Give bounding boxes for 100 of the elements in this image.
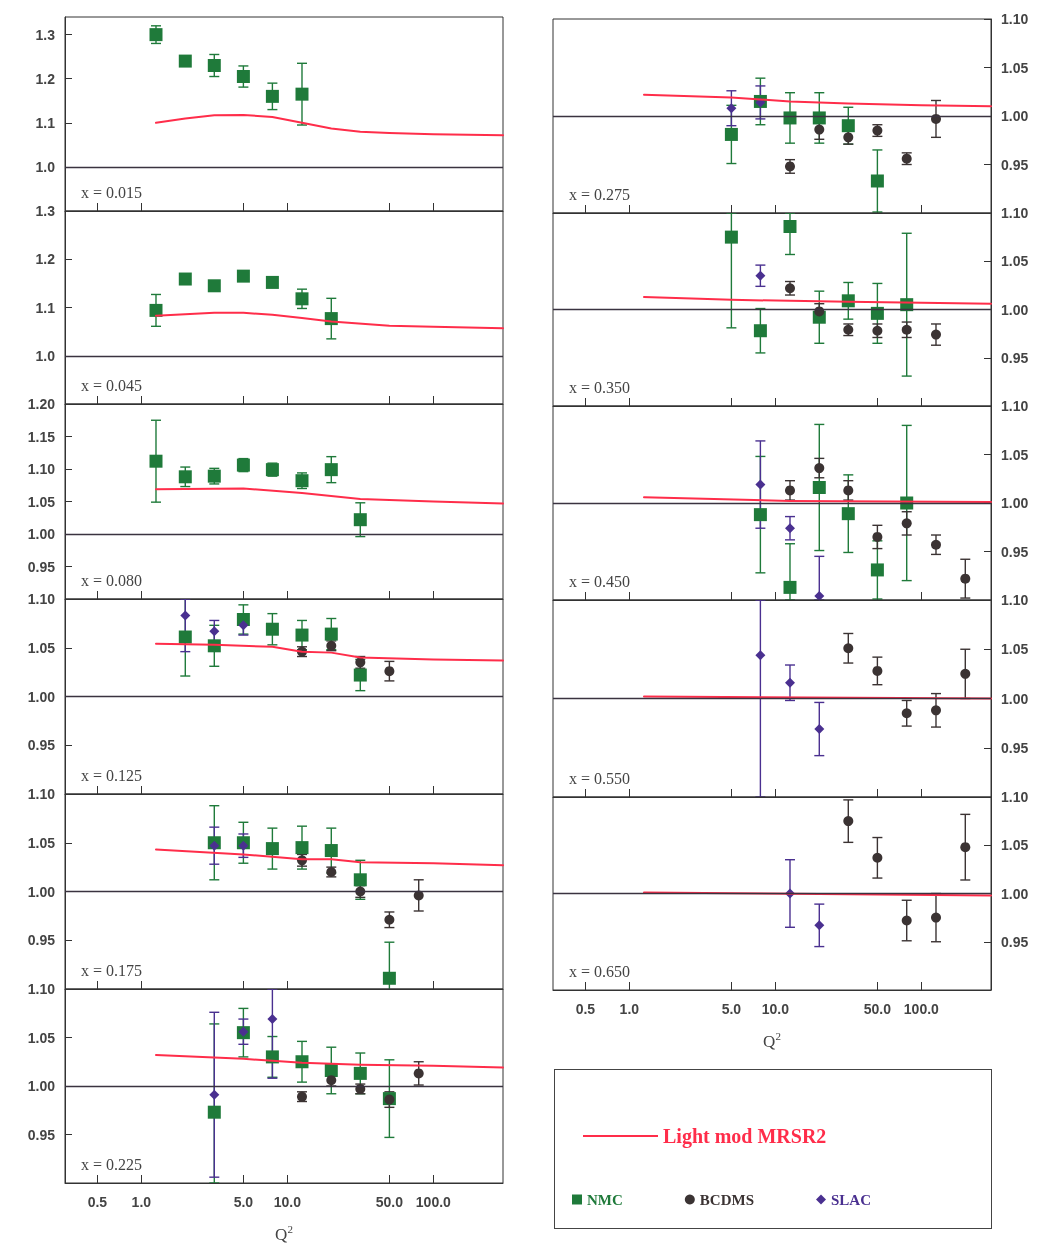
y-tick-label: 1.05	[27, 639, 56, 656]
point	[178, 470, 192, 484]
y-tick-label: 1.05	[1001, 837, 1029, 854]
y-tick-label: 1.10	[1001, 789, 1029, 805]
x-tick-label: 50.0	[375, 1194, 404, 1210]
x-tick-label: 50.0	[863, 1001, 892, 1017]
y-tick-label: 1.1	[35, 299, 56, 316]
y-tick-label: 1.00	[1001, 108, 1029, 124]
annotation: x = 0.175	[81, 961, 143, 979]
y-tick-label: 0.95	[27, 737, 56, 754]
y-tick-label: 1.00	[27, 526, 56, 542]
y-tick-label: 0.95	[27, 558, 56, 575]
point	[960, 842, 971, 853]
point	[901, 915, 912, 926]
x-tick-label: 5.0	[233, 1194, 254, 1210]
y-tick-label: 1.10	[27, 461, 56, 477]
y-tick-label: 1.05	[1001, 253, 1029, 270]
legend-label: SLAC	[830, 1191, 872, 1208]
y-tick-label: 1.00	[27, 688, 56, 705]
x-tick-label: 1.0	[619, 1001, 640, 1017]
y-tick-label: 0.95	[27, 932, 56, 949]
point	[180, 610, 191, 621]
point	[149, 303, 163, 317]
x-tick-label: 10.0	[273, 1194, 302, 1210]
y-tick-label: 0.95	[27, 1126, 56, 1143]
y-tick-label: 1.10	[1001, 205, 1029, 221]
point	[209, 840, 220, 851]
point	[353, 668, 367, 682]
annotation: x = 0.225	[81, 1155, 143, 1173]
point	[178, 272, 192, 286]
point	[353, 513, 367, 527]
point	[267, 1014, 278, 1025]
point	[238, 620, 249, 631]
x-tick-label: 10.0	[761, 1001, 790, 1017]
y-tick-label: 1.0	[35, 158, 56, 175]
y-tick-label: 1.3	[35, 26, 56, 43]
y-tick-label: 1.05	[1001, 641, 1029, 658]
y-tick-label: 1.0	[35, 347, 56, 364]
point	[265, 89, 279, 103]
annotation: x = 0.125	[81, 766, 143, 784]
x-tick-label: 0.5	[575, 1001, 596, 1017]
point	[382, 971, 396, 985]
annotation: x = 0.650	[569, 962, 631, 980]
point	[295, 87, 309, 101]
point	[353, 1066, 367, 1080]
legend-label: NMC	[587, 1191, 623, 1208]
annotation: x = 0.450	[569, 572, 631, 590]
point	[265, 622, 279, 636]
y-tick-label: 1.10	[27, 591, 56, 607]
y-tick-label: 1.3	[35, 203, 56, 219]
y-tick-label: 1.00	[27, 1078, 56, 1094]
y-tick-label: 0.95	[1001, 349, 1029, 366]
annotation: x = 0.350	[569, 378, 631, 396]
point	[931, 912, 941, 923]
y-tick-label: 1.10	[27, 786, 56, 802]
annotation: x = 0.550	[569, 769, 631, 787]
point	[236, 269, 250, 283]
y-tick-label: 1.00	[1001, 301, 1029, 318]
point	[207, 1105, 221, 1119]
y-tick-label: 0.95	[1001, 739, 1029, 756]
point	[872, 852, 883, 863]
point	[295, 628, 309, 642]
y-tick-label: 0.95	[1001, 156, 1029, 173]
y-tick-label: 1.1	[35, 114, 56, 131]
point	[207, 279, 221, 293]
y-tick-label: 1.00	[1001, 690, 1029, 707]
x-tick-label: 0.5	[87, 1194, 108, 1210]
y-tick-label: 1.05	[1001, 446, 1029, 463]
y-tick-label: 1.05	[1001, 59, 1029, 76]
y-tick-label: 1.2	[35, 70, 56, 87]
y-tick-label: 1.15	[27, 428, 56, 445]
y-tick-label: 1.05	[27, 1029, 56, 1046]
point	[265, 275, 279, 289]
annotation: x = 0.045	[81, 376, 143, 394]
x-tick-label: 1.0	[131, 1194, 152, 1210]
point	[236, 70, 250, 84]
x-tick-label: 100.0	[903, 1001, 940, 1017]
y-tick-label: 1.10	[1001, 592, 1029, 608]
point	[295, 292, 309, 306]
point	[178, 54, 192, 68]
y-tick-label: 0.95	[1001, 543, 1029, 560]
annotation: x = 0.080	[81, 571, 143, 589]
y-tick-label: 1.00	[27, 883, 56, 900]
point	[324, 627, 338, 641]
y-tick-label: 1.05	[27, 834, 56, 851]
annotation: x = 0.275	[569, 185, 631, 203]
y-tick-label: 1.00	[1001, 885, 1029, 902]
point	[207, 59, 221, 72]
y-tick-label: 1.00	[1001, 495, 1029, 511]
annotation: x = 0.015	[81, 183, 143, 201]
point	[324, 463, 338, 477]
legend-label: Light mod MRSR2	[663, 1125, 827, 1148]
x-tick-label: 5.0	[721, 1001, 742, 1017]
y-tick-label: 1.05	[27, 493, 56, 510]
point	[149, 454, 163, 468]
y-tick-label: 1.10	[1001, 398, 1029, 414]
y-tick-label: 1.10	[27, 981, 56, 997]
point	[238, 840, 249, 851]
x-tick-label: 100.0	[415, 1194, 452, 1210]
point	[324, 844, 338, 858]
